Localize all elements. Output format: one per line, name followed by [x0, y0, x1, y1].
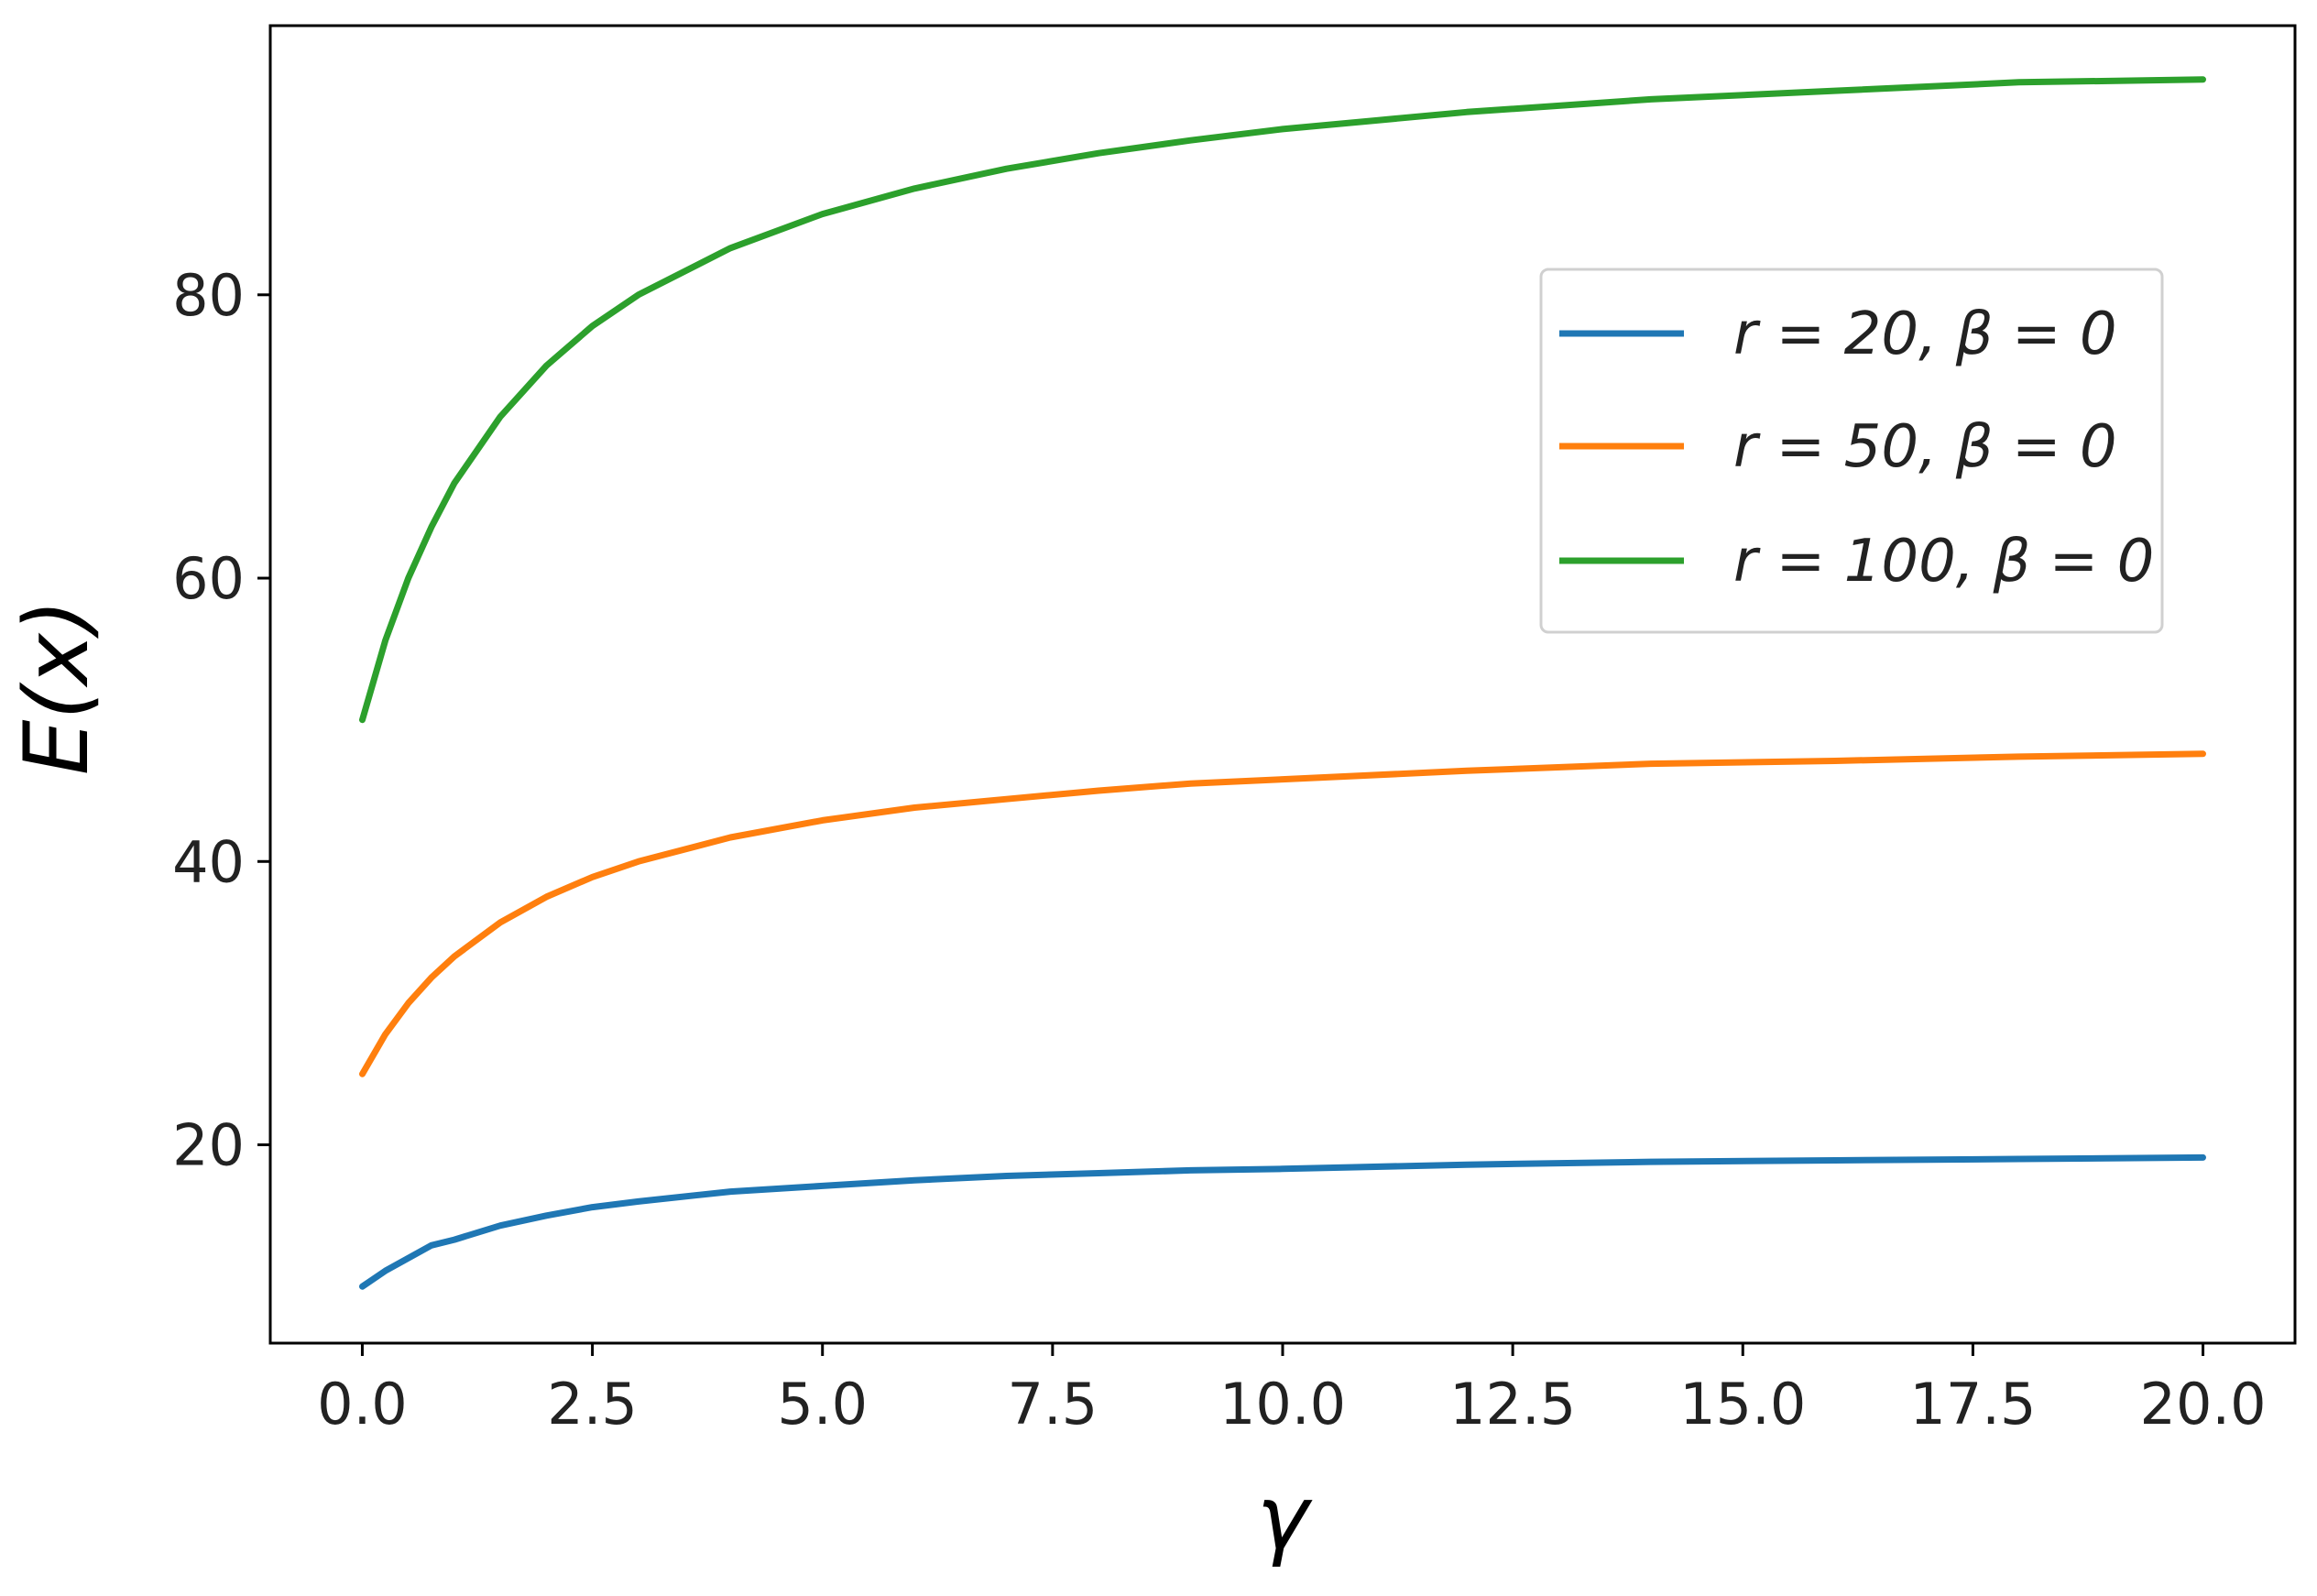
series-line-1 [359, 750, 2206, 1077]
legend-label-r100: r = 100, β = 0 [1733, 528, 2154, 596]
x-tick-label: 0.0 [317, 1371, 408, 1437]
series-line-0 [359, 1153, 2206, 1290]
x-tick-label: 2.5 [547, 1371, 638, 1437]
y-tick-label: 20 [172, 1112, 245, 1179]
x-tick-label: 7.5 [1008, 1371, 1098, 1437]
x-tick-label: 17.5 [1909, 1371, 2036, 1437]
legend-box [1539, 268, 2164, 634]
y-tick-label: 80 [172, 262, 245, 329]
series-line-2 [359, 76, 2206, 724]
legend-label-r20: r = 20, β = 0 [1733, 301, 2117, 368]
x-tick-label: 5.0 [777, 1371, 868, 1437]
y-axis-title: E(x) [5, 599, 108, 775]
legend: r = 20, β = 0 r = 50, β = 0 r = 100, β =… [1539, 268, 2164, 634]
y-tick-label: 40 [172, 828, 245, 895]
x-tick-label: 15.0 [1679, 1371, 1806, 1437]
x-tick-label: 12.5 [1449, 1371, 1576, 1437]
x-axis-title: γ [1257, 1467, 1313, 1569]
x-tick-label: 20.0 [2140, 1371, 2267, 1437]
x-tick-label: 10.0 [1219, 1371, 1346, 1437]
y-tick-label: 60 [172, 545, 245, 612]
legend-label-r50: r = 50, β = 0 [1733, 413, 2117, 481]
